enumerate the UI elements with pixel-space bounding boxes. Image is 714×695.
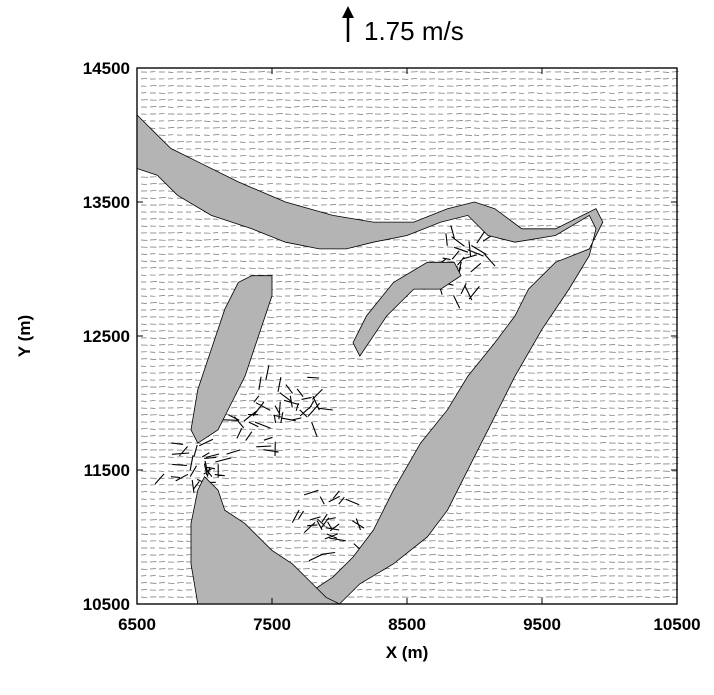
figure-caption-clipped xyxy=(0,665,714,695)
y-tick-label: 14500 xyxy=(83,59,130,78)
y-axis-title: Y (m) xyxy=(15,315,34,357)
plot-border xyxy=(136,67,678,605)
y-axis-labels: 10500 11500 12500 13500 14500 xyxy=(83,59,130,614)
y-tick-label: 10500 xyxy=(83,595,130,614)
scale-arrow-label: 1.75 m/s xyxy=(364,16,464,46)
plot-area xyxy=(136,67,680,605)
velocity-field-chart: 6500 7500 8500 9500 10500 10500 11500 12500 135… xyxy=(15,6,701,662)
scale-arrow-head xyxy=(342,6,354,18)
y-tick-label: 13500 xyxy=(83,193,130,212)
land-mid-island xyxy=(190,275,273,444)
y-tick-label: 11500 xyxy=(84,461,130,480)
land-inner-shoal xyxy=(352,261,462,357)
x-axis-title: X (m) xyxy=(386,643,429,662)
land-masses xyxy=(136,113,604,605)
x-tick-label: 8500 xyxy=(388,615,426,634)
y-tick-label: 12500 xyxy=(83,327,130,346)
land-southern-spit xyxy=(190,476,340,605)
scale-arrow: 1.75 m/s xyxy=(342,6,464,46)
x-tick-label: 9500 xyxy=(523,615,561,634)
x-axis-labels: 6500 7500 8500 9500 10500 xyxy=(118,615,701,634)
x-tick-label: 7500 xyxy=(253,615,291,634)
x-tick-label: 6500 xyxy=(118,615,156,634)
x-tick-label: 10500 xyxy=(653,615,700,634)
